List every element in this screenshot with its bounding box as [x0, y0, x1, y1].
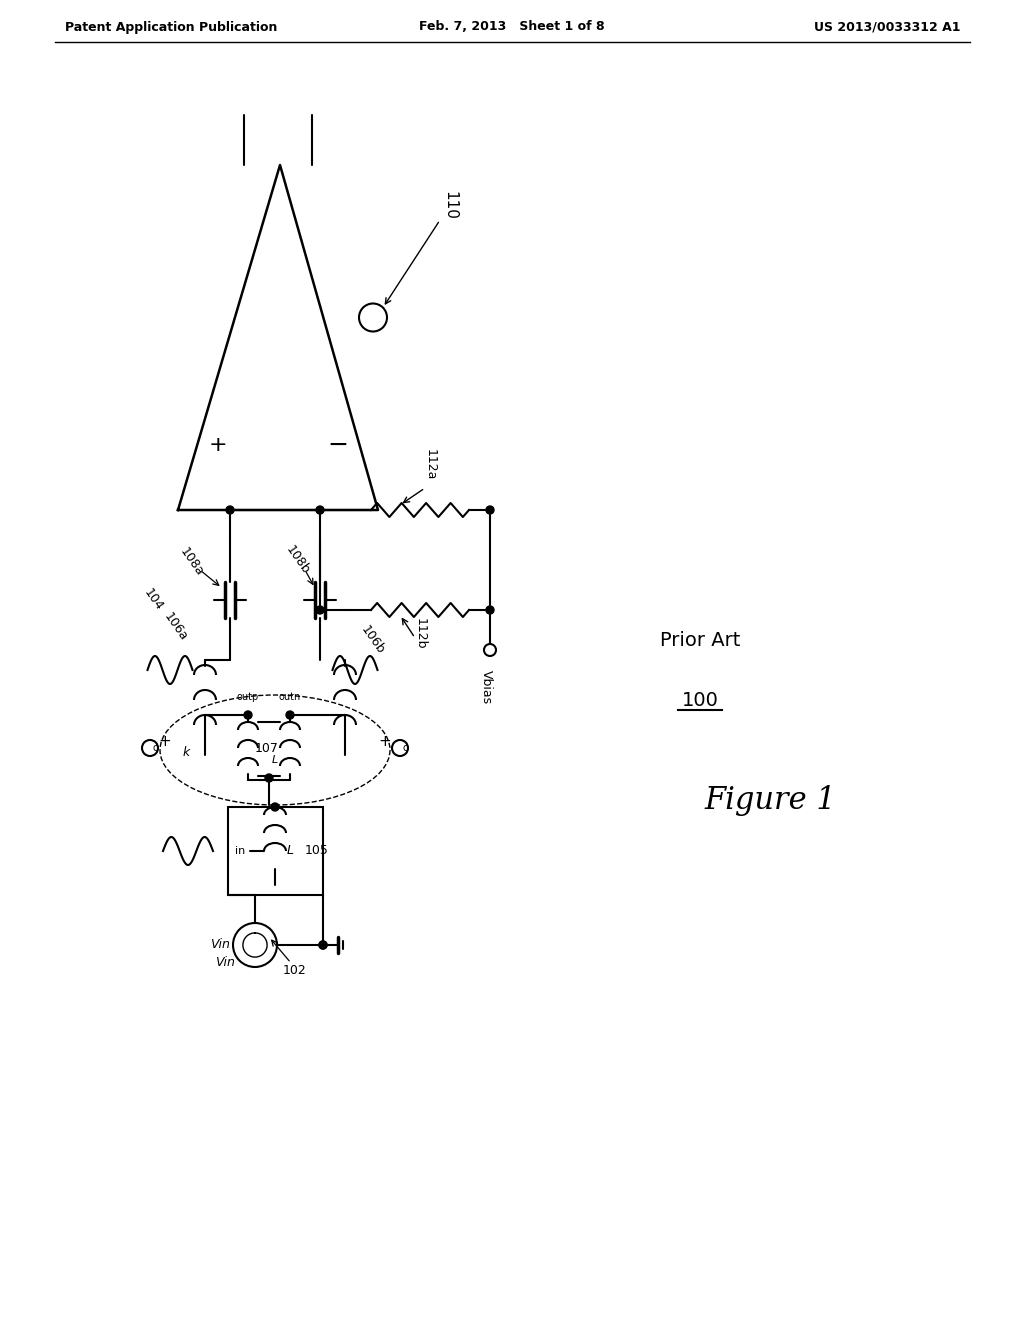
Text: L: L: [272, 755, 279, 766]
Text: Prior Art: Prior Art: [659, 631, 740, 649]
Circle shape: [244, 711, 252, 719]
Text: Patent Application Publication: Patent Application Publication: [65, 21, 278, 33]
Text: 110: 110: [442, 190, 458, 219]
Text: k: k: [182, 747, 189, 759]
Text: c: c: [153, 743, 158, 752]
Text: +: +: [159, 734, 171, 750]
Circle shape: [316, 606, 324, 614]
Circle shape: [316, 506, 324, 513]
Text: 106a: 106a: [162, 610, 190, 644]
Text: −: −: [328, 433, 348, 457]
Text: Feb. 7, 2013   Sheet 1 of 8: Feb. 7, 2013 Sheet 1 of 8: [419, 21, 605, 33]
Circle shape: [286, 711, 294, 719]
Text: 107: 107: [255, 742, 279, 755]
Circle shape: [486, 606, 494, 614]
Text: outp: outp: [237, 692, 259, 702]
Text: 112a: 112a: [424, 449, 436, 480]
Text: Vin: Vin: [210, 939, 230, 952]
Text: 100: 100: [682, 690, 719, 710]
Text: 106b: 106b: [358, 623, 387, 656]
Circle shape: [265, 774, 273, 781]
Text: +: +: [379, 734, 391, 750]
Text: 108b: 108b: [284, 544, 312, 577]
Text: L: L: [287, 845, 294, 858]
Text: in: in: [234, 846, 245, 855]
Text: 102: 102: [283, 964, 307, 977]
Bar: [228, 807, 323, 895]
Text: Figure 1: Figure 1: [705, 784, 836, 816]
Text: US 2013/0033312 A1: US 2013/0033312 A1: [813, 21, 961, 33]
Circle shape: [319, 941, 327, 949]
Circle shape: [319, 941, 327, 949]
Text: Vbias: Vbias: [479, 671, 493, 704]
Text: 104: 104: [141, 586, 165, 614]
Text: 108a: 108a: [177, 545, 207, 578]
Text: Vin: Vin: [215, 957, 234, 969]
Text: c: c: [402, 743, 408, 752]
Text: 112b: 112b: [414, 619, 427, 649]
Text: +: +: [209, 436, 227, 455]
Text: 105: 105: [305, 845, 329, 858]
Text: outn: outn: [279, 692, 301, 702]
Circle shape: [226, 506, 234, 513]
Circle shape: [486, 506, 494, 513]
Circle shape: [271, 803, 279, 810]
